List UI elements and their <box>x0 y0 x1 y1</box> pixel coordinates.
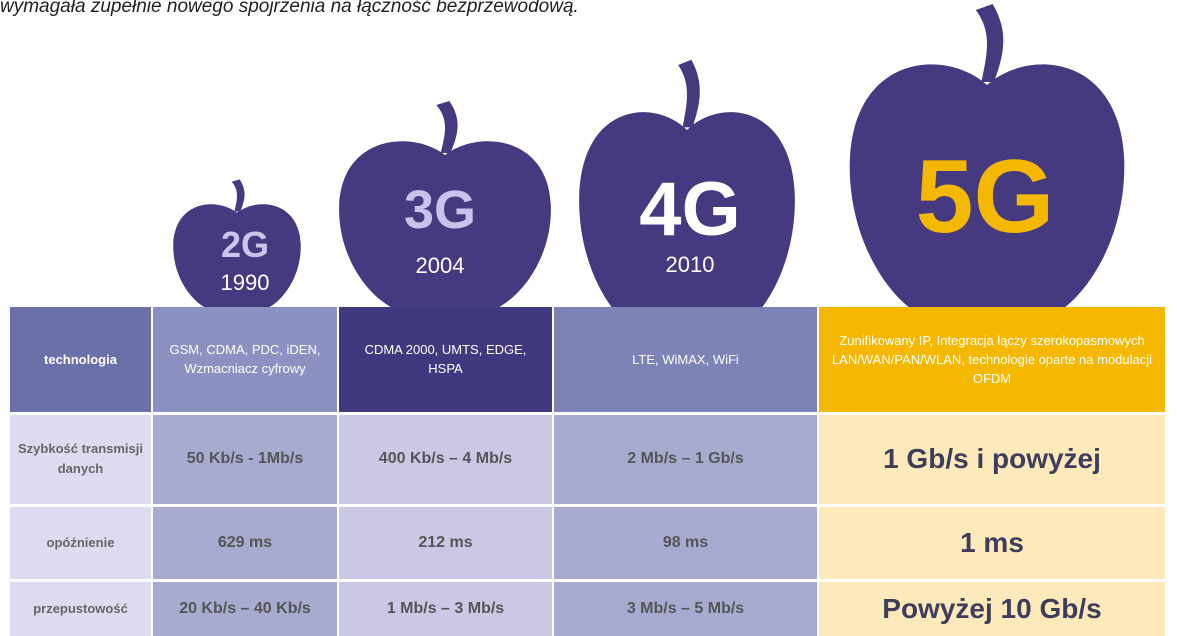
cell: Powyżej 10 Gb/s <box>817 578 1165 636</box>
comparison-table: technologia GSM, CDMA, PDC, iDEN, Wzmacn… <box>10 307 1165 636</box>
generation-year: 1990 <box>221 270 270 295</box>
cell: 212 ms <box>337 503 553 580</box>
cell: LTE, WiMAX, WiFi <box>552 307 818 413</box>
cell: 2 Mb/s – 1 Gb/s <box>552 411 818 505</box>
cell: 1 Mb/s – 3 Mb/s <box>337 578 553 636</box>
generation-name: 2G <box>221 224 269 265</box>
intro-text: wymagała zupełnie nowego spojrzenia na ł… <box>0 0 579 17</box>
generation-year: 2004 <box>416 253 465 278</box>
table-row: opóźnienie 629 ms 212 ms 98 ms 1 ms <box>10 503 1165 580</box>
cell: Zunifikowany IP, Integracja łączy szerok… <box>817 307 1165 413</box>
table-row: technologia GSM, CDMA, PDC, iDEN, Wzmacn… <box>10 307 1165 413</box>
cell: 50 Kb/s - 1Mb/s <box>151 411 338 505</box>
table-row: Szybkość transmisji danych 50 Kb/s - 1Mb… <box>10 411 1165 505</box>
generation-name: 3G <box>404 180 476 240</box>
cell: 20 Kb/s – 40 Kb/s <box>151 578 338 636</box>
generation-name: 5G <box>916 139 1055 255</box>
row-label: Szybkość transmisji danych <box>10 411 152 505</box>
cell: 400 Kb/s – 4 Mb/s <box>337 411 553 505</box>
row-label: przepustowość <box>10 578 152 636</box>
row-label: technologia <box>10 307 152 413</box>
cell: CDMA 2000, UMTS, EDGE, HSPA <box>337 307 553 413</box>
cell: GSM, CDMA, PDC, iDEN, Wzmacniacz cyfrowy <box>151 307 338 413</box>
generation-name: 4G <box>639 167 740 252</box>
generation-year: 2010 <box>666 252 715 277</box>
cell: 98 ms <box>552 503 818 580</box>
row-label: opóźnienie <box>10 503 152 580</box>
cell: 629 ms <box>151 503 338 580</box>
cell: 1 Gb/s i powyżej <box>817 411 1165 505</box>
cell: 1 ms <box>817 503 1165 580</box>
cell: 3 Mb/s – 5 Mb/s <box>552 578 818 636</box>
table-row: przepustowość 20 Kb/s – 40 Kb/s 1 Mb/s –… <box>10 578 1165 636</box>
